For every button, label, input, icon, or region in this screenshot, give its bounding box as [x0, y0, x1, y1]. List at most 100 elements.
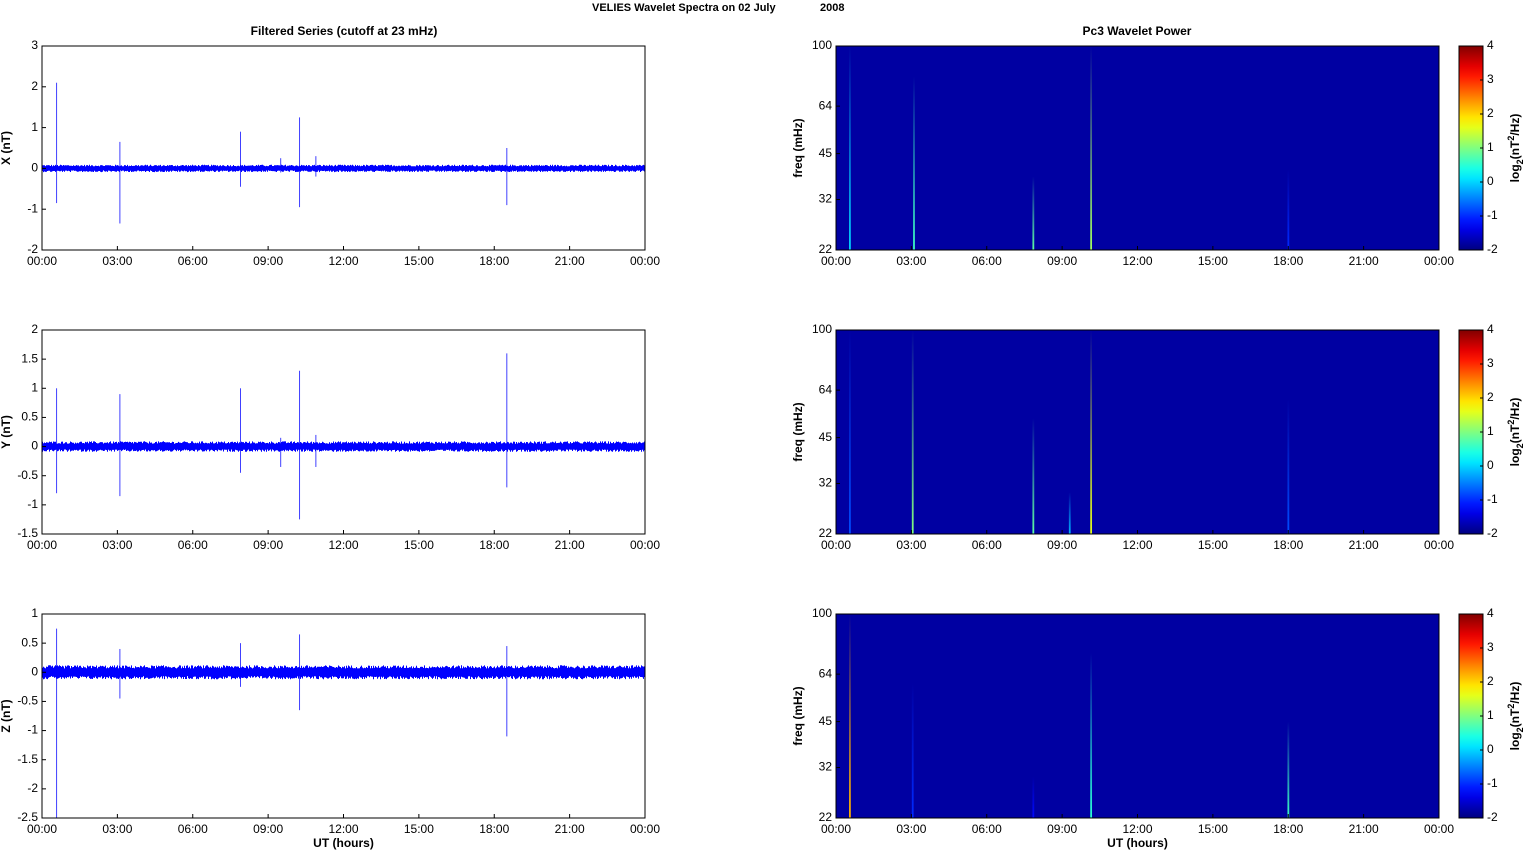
colorbar-label-part: log	[1508, 732, 1522, 750]
series-panel-z: 10.50-0.5-1-1.5-2-2.500:00 03:00 06:00 09:0…	[0, 606, 660, 850]
colorbar-label-part: /Hz)	[1508, 682, 1522, 704]
colorbar-label-part: (nT	[1508, 708, 1522, 727]
colorbar-label: log2(nT2/Hz)	[1506, 114, 1525, 183]
power-streak	[1287, 398, 1290, 534]
colorbar-tick-label: -1	[1487, 208, 1498, 222]
power-streak	[1090, 46, 1093, 250]
colorbar-label: log2(nT2/Hz)	[1506, 398, 1525, 467]
colorbar-label-part: /Hz)	[1508, 398, 1522, 420]
plot-area	[42, 46, 645, 250]
wavelet-xtick-label: 00:00	[1424, 254, 1454, 268]
wavelet-xtick-label: 15:00	[1198, 254, 1228, 268]
ytick-label: 2	[31, 79, 38, 93]
power-streak	[1032, 776, 1035, 818]
ytick-label: 1	[31, 606, 38, 620]
ytick-label: -1	[27, 723, 38, 737]
wavelet-xtick-label: 18:00	[1273, 538, 1303, 552]
series-xtick-label: 03:00	[102, 538, 132, 552]
wavelet-xtick-label: 09:00	[1047, 538, 1077, 552]
wavelet-xtick-label: 12:00	[1122, 538, 1152, 552]
ytick-label: 1.5	[21, 351, 38, 365]
plot-area	[42, 614, 645, 818]
colorbar-bar	[1458, 613, 1484, 819]
colorbar-bar	[1458, 45, 1484, 251]
ytick-label: 0	[31, 161, 38, 175]
ytick-label: 32	[819, 192, 833, 206]
colorbar-tick-label: 1	[1487, 708, 1494, 722]
heatmap-background	[836, 46, 1439, 250]
power-streak	[913, 76, 915, 250]
colorbar-label-part: log	[1508, 164, 1522, 182]
colorbar-tick-label: 4	[1487, 322, 1494, 336]
colorbar-tick-label: -2	[1487, 242, 1498, 256]
colorbar-tick-label: 1	[1487, 140, 1494, 154]
series-xtick-label: 00:00	[630, 822, 660, 836]
series-xtick-label: 00:00	[630, 538, 660, 552]
series-xtick-label: 15:00	[404, 538, 434, 552]
colorbar-tick-label: 0	[1487, 458, 1494, 472]
colorbar-tick-label: -2	[1487, 526, 1498, 540]
ytick-label: -2	[27, 242, 38, 256]
series-xtick-label: 00:00	[27, 822, 57, 836]
power-streak	[1032, 176, 1035, 250]
ytick-label: -2	[27, 781, 38, 795]
series-xtick-label: 18:00	[479, 254, 509, 268]
series-xtick-label: 18:00	[479, 538, 509, 552]
colorbar-tick-label: 2	[1487, 106, 1494, 120]
colorbar-tick-label: -1	[1487, 492, 1498, 506]
series-xtick-label: 00:00	[27, 254, 57, 268]
series-xtick-label: 15:00	[404, 254, 434, 268]
power-streak	[1090, 330, 1093, 534]
wavelet-xtick-label: 00:00	[821, 538, 851, 552]
ytick-label: 100	[812, 322, 832, 336]
colorbar-label-part: 2	[1515, 727, 1525, 732]
wavelet-xtick-label: 06:00	[972, 538, 1002, 552]
wavelet-xtick-label: 09:00	[1047, 822, 1077, 836]
power-streak	[1287, 721, 1290, 818]
ytick-label: -2.5	[17, 810, 38, 824]
wavelet-xtick-label: 18:00	[1273, 254, 1303, 268]
series-xtick-label: 12:00	[328, 822, 358, 836]
series-xtick-label: 12:00	[328, 538, 358, 552]
series-xtick-label: 21:00	[555, 538, 585, 552]
ytick-label: 22	[819, 242, 833, 256]
wavelet-xtick-label: 12:00	[1122, 822, 1152, 836]
ylabel: X (nT)	[0, 131, 13, 165]
ytick-label: 1	[31, 380, 38, 394]
series-xtick-label: 21:00	[555, 254, 585, 268]
wavelet-xtick-label: 15:00	[1198, 538, 1228, 552]
colorbar-tick-label: 0	[1487, 174, 1494, 188]
colorbar-tick-label: 2	[1487, 390, 1494, 404]
wavelet-xtick-label: 00:00	[821, 254, 851, 268]
ylabel: freq (mHz)	[791, 402, 805, 461]
power-streak	[911, 682, 914, 818]
ytick-label: 64	[819, 666, 833, 680]
power-streak	[1090, 652, 1093, 818]
ytick-label: 1	[31, 120, 38, 134]
ytick-label: 100	[812, 38, 832, 52]
wavelet-xtick-label: 00:00	[1424, 538, 1454, 552]
colorbar-tick-label: 4	[1487, 38, 1494, 52]
series-xtick-label: 09:00	[253, 822, 283, 836]
power-streak	[1032, 418, 1035, 534]
wavelet-xtick-label: 15:00	[1198, 822, 1228, 836]
ytick-label: 0.5	[21, 410, 38, 424]
ytick-label: -1.5	[17, 526, 38, 540]
colorbar-label-part: /Hz)	[1508, 114, 1522, 136]
ytick-label: 2	[31, 322, 38, 336]
series-xtick-label: 15:00	[404, 822, 434, 836]
series-xtick-label: 00:00	[27, 538, 57, 552]
colorbar-label-part: 2	[1506, 136, 1516, 141]
wavelet-xtick-label: 21:00	[1349, 254, 1379, 268]
colorbar-label-part: 2	[1506, 704, 1516, 709]
ytick-label: -1.5	[17, 752, 38, 766]
wavelet-xtick-label: 03:00	[896, 538, 926, 552]
xlabel: UT (hours)	[313, 836, 374, 850]
ytick-label: 45	[819, 714, 833, 728]
wavelet-xtick-label: 00:00	[821, 822, 851, 836]
